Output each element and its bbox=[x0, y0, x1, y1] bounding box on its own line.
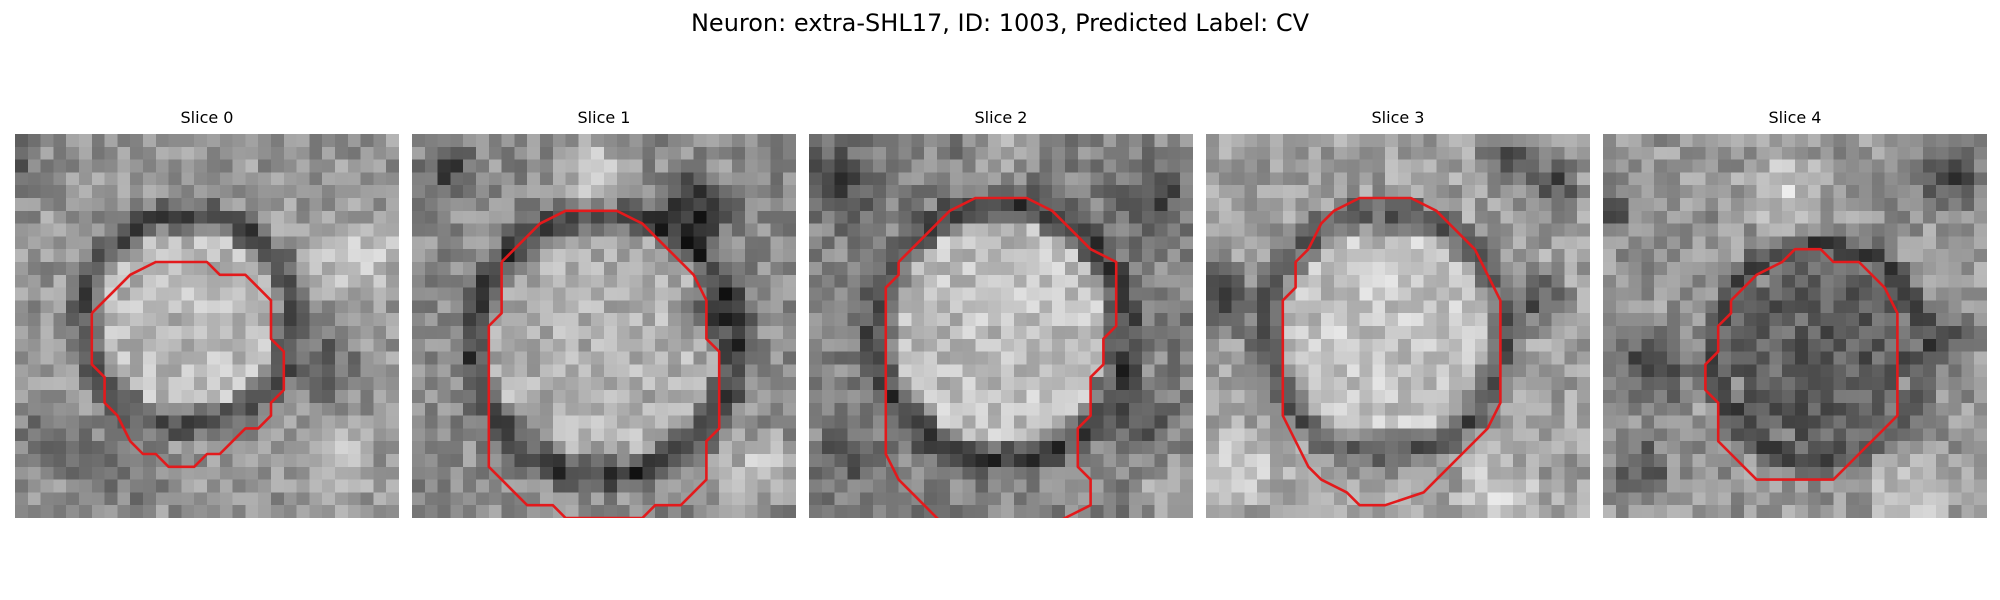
slice-image bbox=[809, 134, 1193, 518]
pixel-grid bbox=[809, 134, 1193, 518]
slice-title: Slice 2 bbox=[974, 108, 1028, 127]
neuron-contour bbox=[1281, 196, 1502, 507]
slice-panel-0: Slice 0 bbox=[15, 108, 399, 518]
slice-title: Slice 0 bbox=[180, 108, 234, 127]
slice-title: Slice 3 bbox=[1371, 108, 1425, 127]
slice-panel-4: Slice 4 bbox=[1603, 108, 1987, 518]
slice-image bbox=[1206, 134, 1590, 518]
slice-image bbox=[15, 134, 399, 518]
slice-image bbox=[1603, 134, 1987, 518]
slice-panel-3: Slice 3 bbox=[1206, 108, 1590, 518]
slice-panel-1: Slice 1 bbox=[412, 108, 796, 518]
pixel-grid bbox=[1603, 134, 1987, 518]
pixel-grid bbox=[15, 134, 399, 518]
pixel-grid bbox=[1206, 134, 1590, 518]
slice-title: Slice 1 bbox=[577, 108, 631, 127]
pixel-grid bbox=[412, 134, 796, 518]
neuron-contour bbox=[487, 209, 721, 518]
slice-title: Slice 4 bbox=[1768, 108, 1822, 127]
slice-panel-2: Slice 2 bbox=[809, 108, 1193, 518]
figure-title: Neuron: extra-SHL17, ID: 1003, Predicted… bbox=[690, 9, 1310, 37]
neuron-contour bbox=[884, 196, 1118, 518]
slice-image bbox=[412, 134, 796, 518]
neuron-contour bbox=[1704, 247, 1899, 481]
neuron-contour bbox=[90, 260, 286, 469]
